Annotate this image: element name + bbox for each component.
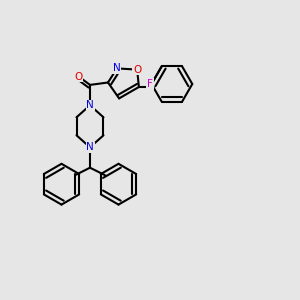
Text: O: O xyxy=(133,64,141,75)
Text: O: O xyxy=(74,71,83,82)
Text: N: N xyxy=(86,142,94,152)
Text: F: F xyxy=(147,79,153,89)
Text: N: N xyxy=(86,100,94,110)
Text: N: N xyxy=(113,63,121,74)
